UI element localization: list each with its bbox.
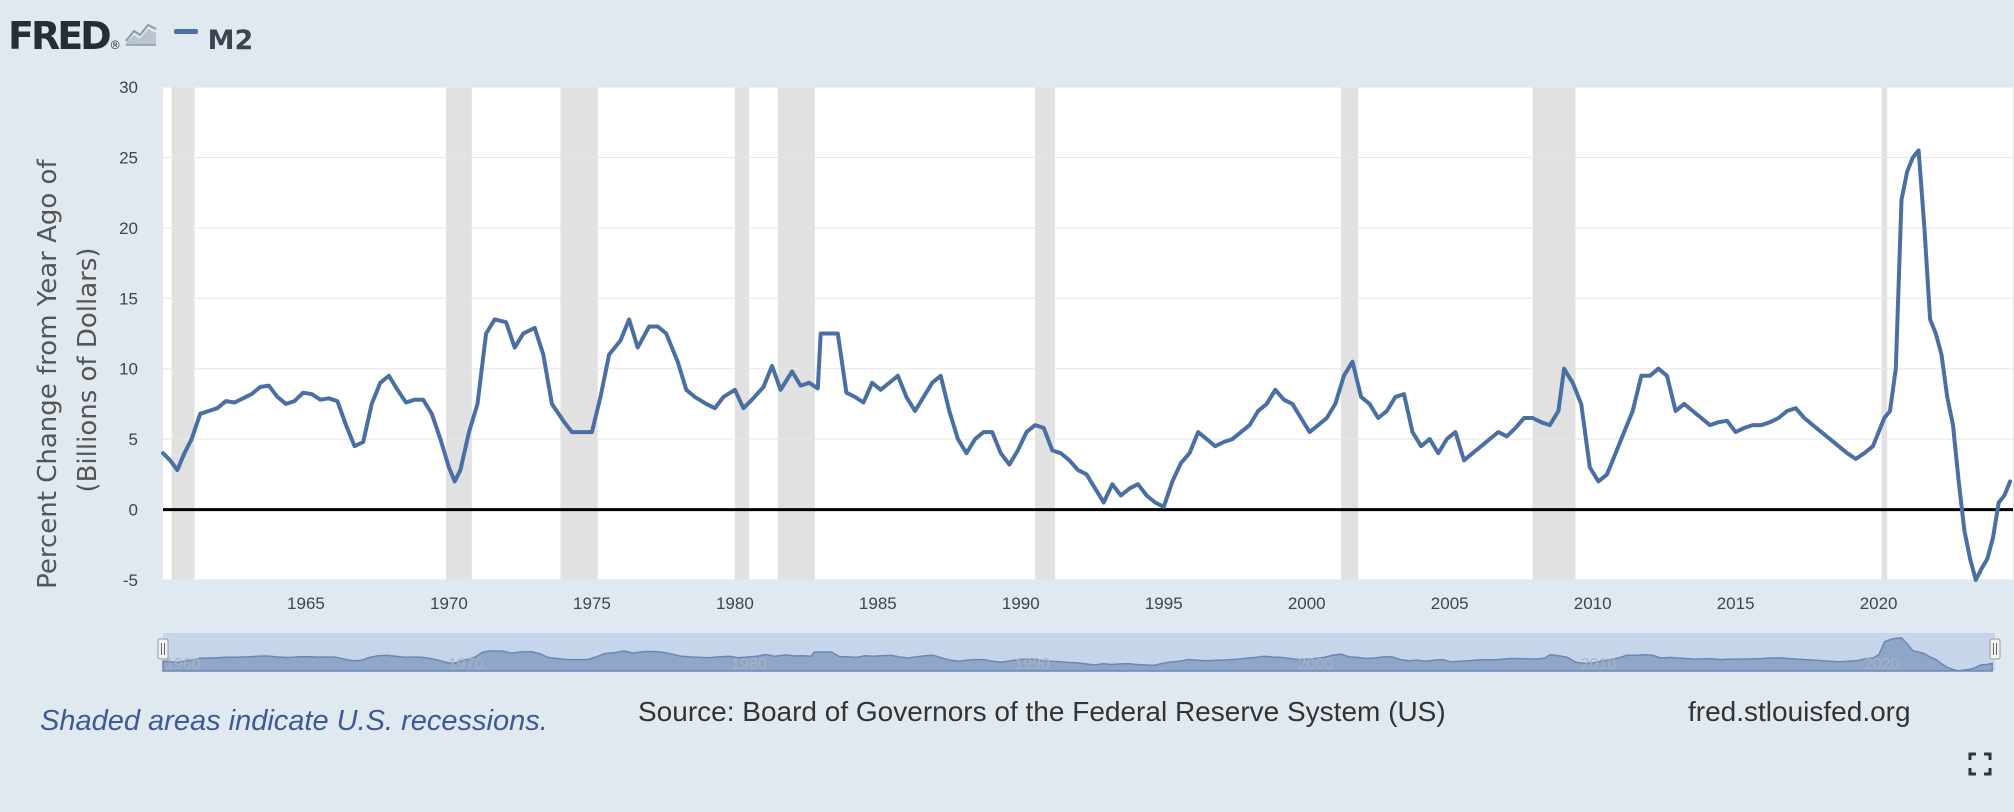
recession-band: [171, 87, 195, 580]
y-tick-label: 5: [129, 430, 138, 449]
legend-swatch-m2: [173, 28, 198, 34]
legend-label-m2[interactable]: M2: [207, 24, 254, 56]
recession-band: [1532, 87, 1576, 580]
source-text: Source: Board of Governors of the Federa…: [638, 696, 1446, 727]
navigator-tick-label: 2020: [1864, 656, 1900, 673]
legend[interactable]: M2: [173, 17, 254, 56]
navigator-handle-left[interactable]: [157, 638, 169, 660]
x-tick-label: 1990: [1002, 594, 1040, 613]
y-tick-label: 15: [119, 289, 138, 308]
y-axis-ticks: 30 25 20 15 10 5 0 -5: [119, 78, 138, 590]
recessions-note: Shaded areas indicate U.S. recessions.: [40, 705, 548, 737]
navigator-tick-label: 1990: [1014, 656, 1050, 673]
navigator-tick-label: 2000: [1298, 656, 1334, 673]
y-tick-label: 25: [119, 148, 138, 167]
handle-body[interactable]: [157, 638, 169, 660]
recession-shading: [171, 87, 1888, 580]
series-m2[interactable]: [161, 148, 2013, 582]
x-tick-label: 1985: [859, 594, 897, 613]
chart-header: FRED ® M2: [8, 14, 253, 58]
x-tick-label: 2020: [1860, 594, 1898, 613]
y-tick-label: 30: [119, 78, 138, 97]
y-tick-label: 0: [129, 501, 138, 520]
plot-background: [163, 87, 2013, 580]
range-navigator[interactable]: 1960 1970 1980 1990 2000 2010 2020: [157, 633, 2001, 673]
series-line-m2[interactable]: [161, 148, 2013, 582]
recession-band: [1881, 87, 1888, 580]
line-chart-icon: [124, 21, 158, 52]
y-axis-label-line-1: Percent Change from Year Ago of: [33, 159, 63, 589]
fred-logo[interactable]: FRED: [8, 14, 112, 58]
navigator-handle-right[interactable]: [1989, 638, 2001, 660]
x-axis-ticks: 1965 1970 1975 1980 1985 1990 1995 2000 2005 2010…: [287, 594, 1897, 613]
site-link[interactable]: fred.stlouisfed.org: [1688, 696, 1911, 727]
grid-lines: [163, 86, 2013, 581]
plot-area: [163, 87, 2013, 580]
x-tick-label: 2010: [1574, 594, 1612, 613]
recession-band: [1341, 87, 1359, 580]
y-axis-label: Percent Change from Year Ago of (Billion…: [33, 151, 103, 589]
recession-band: [777, 87, 815, 580]
x-tick-label: 1970: [430, 594, 468, 613]
y-tick-label: -5: [123, 571, 138, 590]
recession-band: [734, 87, 750, 580]
navigator-tick-label: 2010: [1581, 656, 1617, 673]
x-tick-label: 1980: [716, 594, 754, 613]
y-tick-label: 20: [119, 219, 138, 238]
recession-band: [446, 87, 472, 580]
y-axis-label-line-2: (Billions of Dollars): [73, 247, 103, 492]
y-tick-label: 10: [119, 360, 138, 379]
x-tick-label: 1975: [573, 594, 611, 613]
registered-mark: ®: [110, 38, 120, 52]
x-tick-label: 2000: [1288, 594, 1326, 613]
x-tick-label: 1995: [1145, 594, 1183, 613]
x-tick-label: 2005: [1431, 594, 1469, 613]
navigator-tick-label: 1980: [731, 656, 767, 673]
recession-band: [1035, 87, 1056, 580]
fullscreen-icon[interactable]: [1968, 752, 1992, 776]
navigator-tick-label: 1960: [165, 656, 201, 673]
x-tick-label: 1965: [287, 594, 325, 613]
x-tick-label: 2015: [1717, 594, 1755, 613]
recession-band: [560, 87, 598, 580]
navigator-tick-label: 1970: [448, 656, 484, 673]
navigator-series-area: [162, 637, 1993, 672]
handle-body[interactable]: [1989, 638, 2001, 660]
